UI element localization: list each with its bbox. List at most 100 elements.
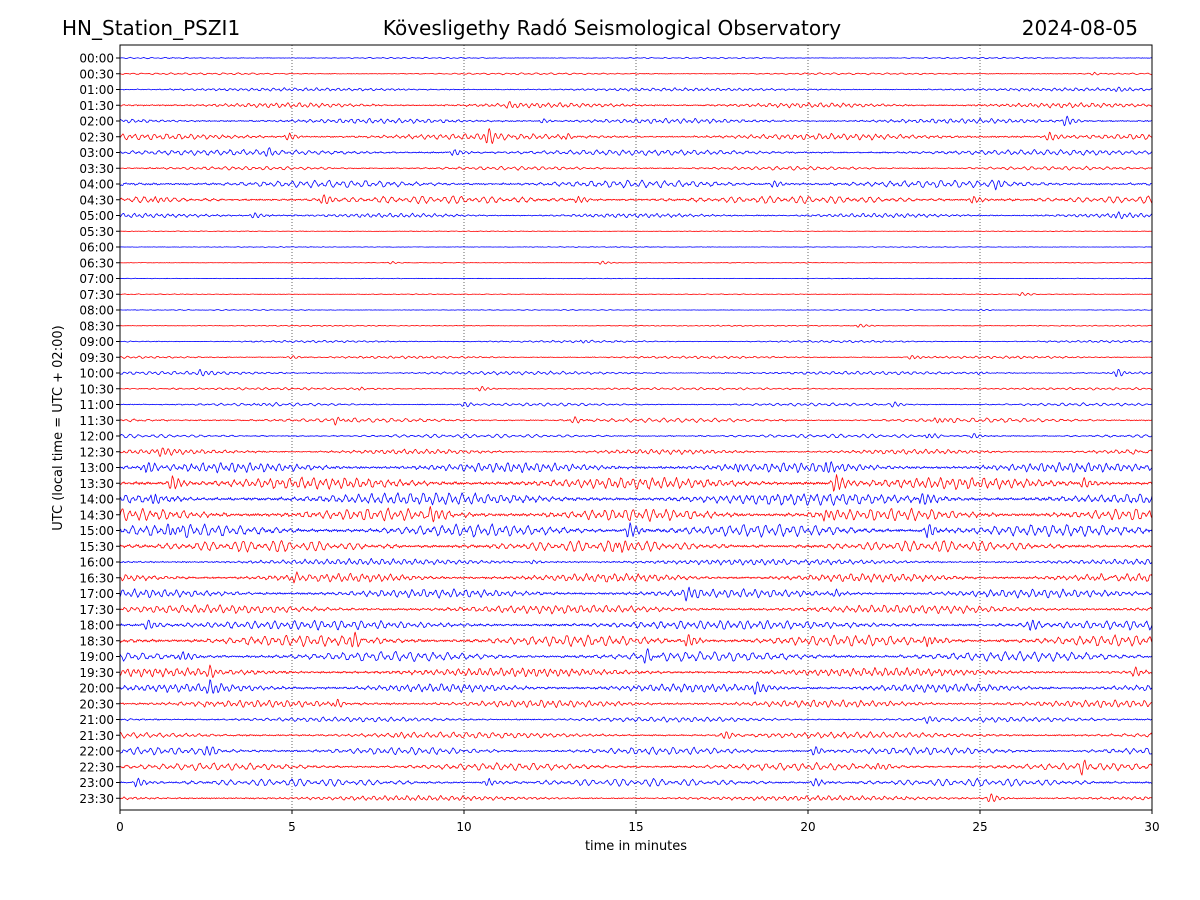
y-tick-label: 23:00: [79, 776, 114, 790]
y-tick-label: 20:00: [79, 682, 114, 696]
y-tick-label: 23:30: [79, 792, 114, 806]
chart-date: 2024-08-05: [1022, 16, 1138, 40]
y-tick-label: 10:30: [79, 382, 114, 396]
trace-line: [119, 246, 1153, 248]
x-axis-ticks: 0 5 10 15 20 25 30: [116, 810, 1160, 834]
trace-line: [119, 433, 1153, 439]
x-tick-label: 5: [288, 820, 296, 834]
y-tick-label: 08:00: [79, 304, 114, 318]
trace-line: [119, 447, 1153, 457]
trace-line: [119, 165, 1153, 171]
y-tick-label: 19:00: [79, 650, 114, 664]
trace-line: [119, 56, 1153, 60]
trace-line: [119, 558, 1153, 566]
y-tick-label: 03:00: [79, 146, 114, 160]
x-axis-label: time in minutes: [585, 839, 687, 854]
y-tick-label: 18:00: [79, 619, 114, 633]
trace-line: [119, 698, 1153, 708]
y-tick-label: 20:30: [79, 697, 114, 711]
trace-line: [119, 759, 1153, 776]
trace-line: [119, 277, 1153, 280]
trace-line: [119, 230, 1153, 233]
trace-line: [119, 101, 1153, 109]
y-tick-label: 13:00: [79, 461, 114, 475]
y-tick-label: 14:30: [79, 508, 114, 522]
trace-line: [119, 401, 1153, 408]
trace-line: [119, 619, 1153, 631]
y-tick-label: 18:30: [79, 634, 114, 648]
y-tick-label: 19:30: [79, 666, 114, 680]
trace-line: [119, 492, 1153, 506]
trace-line: [119, 128, 1153, 145]
x-tick-label: 20: [800, 820, 815, 834]
trace-line: [119, 540, 1153, 553]
y-tick-label: 15:00: [79, 524, 114, 538]
y-tick-label: 12:00: [79, 430, 114, 444]
trace-line: [119, 586, 1153, 602]
chart-title: Kövesligethy Radó Seismological Observat…: [383, 16, 841, 40]
y-tick-label: 11:30: [79, 414, 114, 428]
trace-line: [119, 745, 1153, 756]
y-tick-label: 17:00: [79, 587, 114, 601]
y-tick-label: 16:00: [79, 556, 114, 570]
y-tick-label: 04:00: [79, 178, 114, 192]
y-tick-label: 07:30: [79, 288, 114, 302]
y-tick-label: 13:30: [79, 477, 114, 491]
x-tick-label: 10: [456, 820, 471, 834]
trace-line: [119, 716, 1153, 725]
y-tick-label: 02:00: [79, 115, 114, 129]
y-tick-label: 17:30: [79, 603, 114, 617]
y-tick-label: 21:30: [79, 729, 114, 743]
y-tick-label: 09:00: [79, 335, 114, 349]
trace-line: [119, 461, 1153, 474]
y-tick-label: 21:00: [79, 713, 114, 727]
y-tick-label: 05:00: [79, 209, 114, 223]
plot-frame: [119, 44, 1153, 811]
trace-line: [119, 679, 1153, 695]
y-tick-label: 10:00: [79, 367, 114, 381]
trace-line: [119, 71, 1153, 76]
y-tick-label: 01:00: [79, 83, 114, 97]
y-tick-label: 08:30: [79, 319, 114, 333]
x-tick-label: 15: [628, 820, 643, 834]
y-tick-label: 11:00: [79, 398, 114, 412]
x-tick-label: 0: [116, 820, 124, 834]
y-tick-label: 02:30: [79, 130, 114, 144]
y-tick-label: 15:30: [79, 540, 114, 554]
trace-line: [119, 648, 1153, 664]
trace-line: [119, 664, 1153, 679]
seismic-traces: [119, 56, 1153, 803]
y-tick-label: 01:30: [79, 99, 114, 113]
trace-line: [119, 631, 1153, 648]
y-tick-label: 00:00: [79, 52, 114, 66]
trace-line: [119, 604, 1153, 615]
y-tick-label: 00:30: [79, 67, 114, 81]
trace-line: [119, 731, 1153, 739]
trace-line: [119, 355, 1153, 360]
trace-line: [119, 506, 1153, 523]
trace-line: [119, 339, 1153, 344]
trace-line: [119, 179, 1153, 191]
y-tick-label: 06:00: [79, 241, 114, 255]
y-tick-label: 09:30: [79, 351, 114, 365]
trace-line: [119, 86, 1153, 92]
y-tick-label: 07:00: [79, 272, 114, 286]
x-tick-label: 30: [1144, 820, 1159, 834]
y-axis-label: UTC (local time = UTC + 02:00): [51, 325, 66, 530]
trace-line: [119, 308, 1153, 312]
y-tick-label: 05:30: [79, 225, 114, 239]
trace-line: [119, 115, 1153, 127]
trace-line: [119, 147, 1153, 157]
trace-line: [119, 571, 1153, 584]
trace-line: [119, 211, 1153, 220]
trace-line: [119, 777, 1153, 788]
station-name: HN_Station_PSZI1: [62, 16, 240, 40]
trace-line: [120, 292, 1153, 297]
y-tick-label: 03:30: [79, 162, 114, 176]
trace-line: [119, 522, 1153, 539]
trace-line: [119, 474, 1153, 492]
trace-line: [119, 369, 1153, 377]
y-tick-label: 22:00: [79, 745, 114, 759]
